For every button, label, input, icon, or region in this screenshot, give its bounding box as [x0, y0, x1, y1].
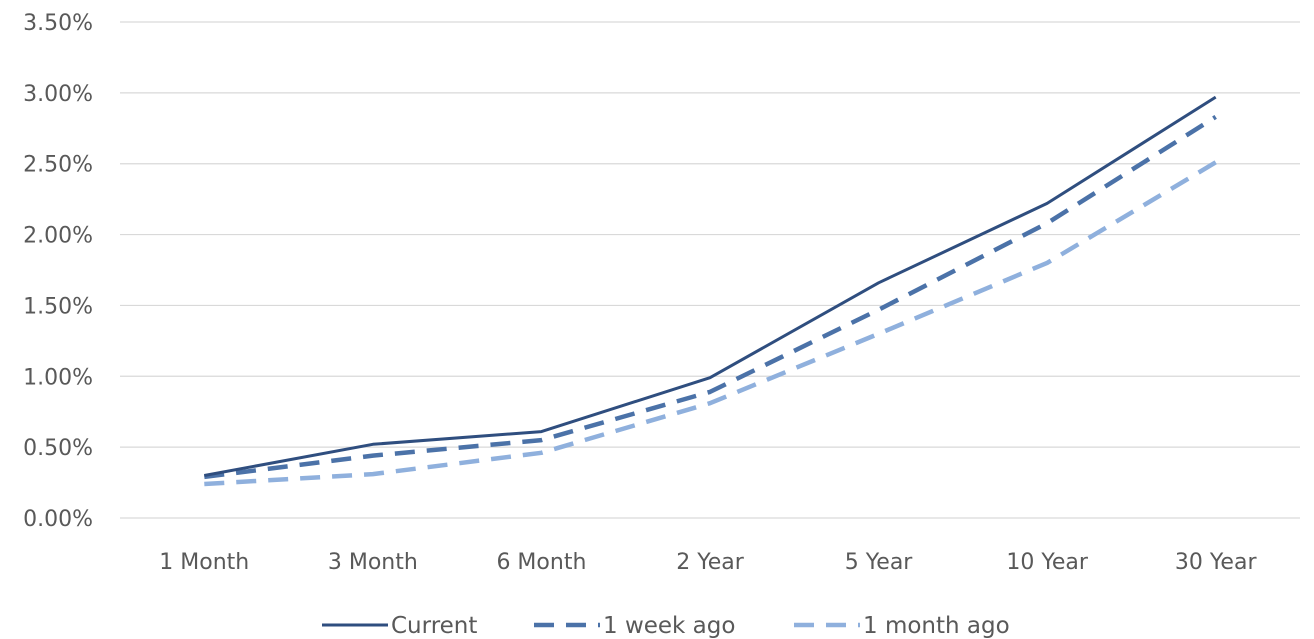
legend-label: Current: [391, 613, 477, 639]
series-line-1-week-ago: [204, 114, 1217, 480]
legend: Current 1 week ago 1 month ago: [322, 613, 1010, 639]
legend-label: 1 month ago: [863, 613, 1010, 639]
series-line-current: [204, 95, 1217, 477]
y-tick-label: 2.50%: [23, 153, 93, 178]
legend-label: 1 week ago: [603, 613, 735, 639]
y-tick-label: 0.50%: [23, 436, 93, 461]
x-tick-label: 1 Month: [159, 550, 249, 575]
gridlines: [120, 21, 1300, 519]
y-tick-label: 0.00%: [23, 507, 93, 532]
y-axis-ticks: 0.00% 0.50% 1.00% 1.50% 2.00% 2.50% 3.00% 3.50%: [23, 11, 93, 532]
y-tick-label: 2.00%: [23, 224, 93, 249]
y-tick-label: 3.00%: [23, 82, 93, 107]
x-tick-label: 2 Year: [676, 550, 745, 575]
series-line-1-month-ago: [204, 160, 1217, 487]
y-tick-label: 1.50%: [23, 294, 93, 319]
x-axis-ticks: 1 Month 3 Month 6 Month 2 Year 5 Year 10 Year…: [159, 550, 1257, 575]
x-tick-label: 5 Year: [845, 550, 914, 575]
series-lines: [204, 95, 1217, 487]
y-tick-label: 1.00%: [23, 365, 93, 390]
y-tick-label: 3.50%: [23, 11, 93, 36]
x-tick-label: 3 Month: [328, 550, 418, 575]
x-tick-label: 30 Year: [1175, 550, 1258, 575]
x-tick-label: 10 Year: [1006, 550, 1089, 575]
x-tick-label: 6 Month: [496, 550, 586, 575]
